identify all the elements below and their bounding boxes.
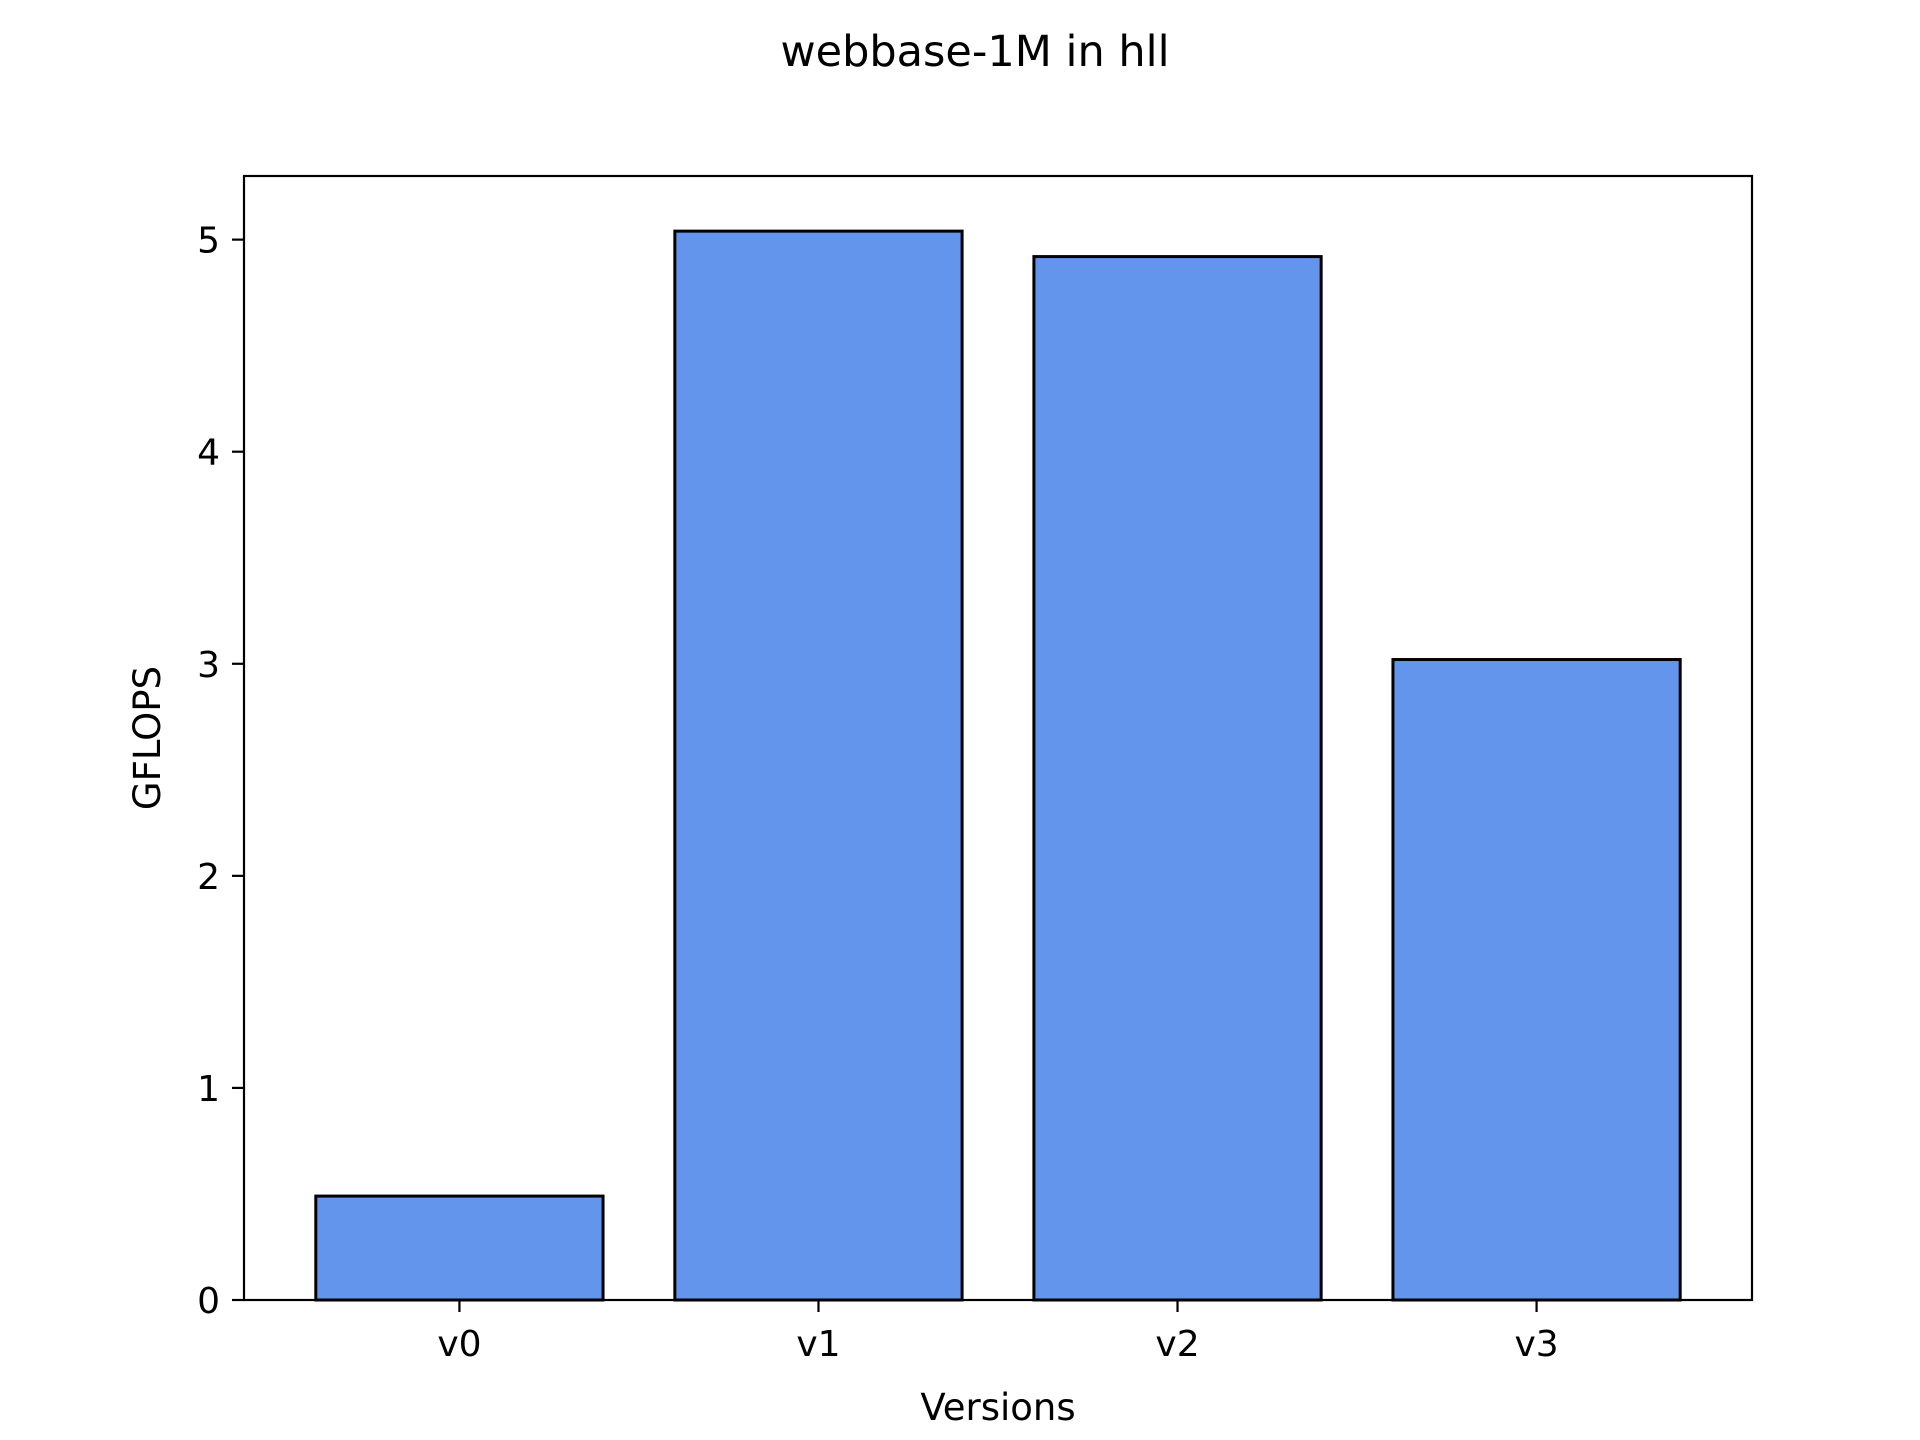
x-axis-ticks: v0 v1 v2 v3 [437, 1300, 1559, 1365]
y-tick-label: 5 [197, 221, 220, 262]
y-axis-label: GFLOPS [126, 666, 169, 810]
bar-v0 [314, 1194, 605, 1302]
y-axis-ticks: 0 1 2 3 4 5 [197, 221, 244, 1322]
bars [314, 229, 1682, 1302]
y-tick-label: 3 [197, 645, 220, 686]
x-tick-label: v0 [437, 1324, 481, 1365]
y-tick-label: 0 [197, 1281, 220, 1322]
y-tick-label: 2 [197, 857, 220, 898]
y-tick-label: 1 [197, 1069, 220, 1110]
x-tick-label: v3 [1514, 1324, 1558, 1365]
bar-v2 [1032, 255, 1323, 1302]
bar-v3 [1391, 658, 1682, 1302]
plot-area-frame [242, 174, 1754, 1302]
x-axis-label: Versions [920, 1386, 1075, 1429]
y-tick-label: 4 [197, 433, 220, 474]
x-tick-label: v1 [796, 1324, 840, 1365]
bar-v1 [673, 229, 964, 1302]
chart-title: webbase-1M in hll [780, 27, 1169, 77]
x-tick-label: v2 [1155, 1324, 1199, 1365]
